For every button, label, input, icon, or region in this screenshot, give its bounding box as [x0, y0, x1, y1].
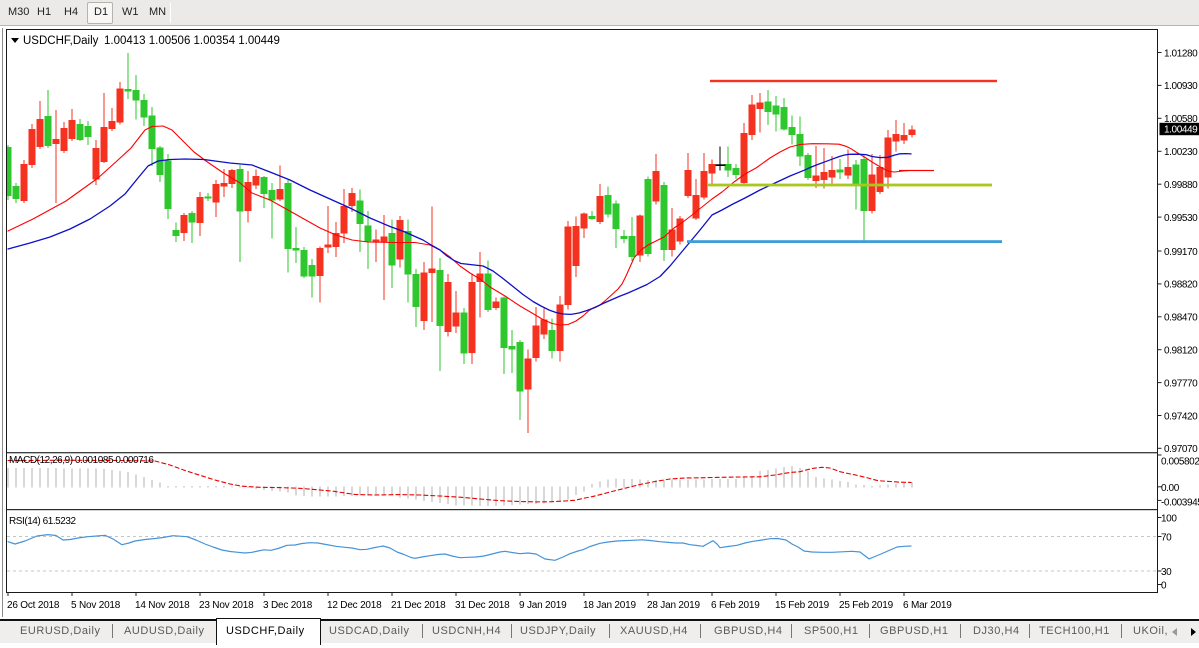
svg-text:0: 0: [1161, 580, 1167, 591]
svg-text:1.00413 1.00506 1.00354 1.0044: 1.00413 1.00506 1.00354 1.00449: [104, 35, 280, 47]
svg-text:1.00230: 1.00230: [1164, 147, 1198, 158]
svg-text:0.98470: 0.98470: [1164, 313, 1198, 324]
svg-text:0.00: 0.00: [1161, 483, 1180, 494]
svg-text:RSI(14) 61.5232: RSI(14) 61.5232: [9, 516, 77, 527]
svg-text:-0.003945: -0.003945: [1161, 497, 1199, 508]
svg-text:15 Feb 2019: 15 Feb 2019: [775, 600, 830, 611]
svg-text:6 Feb 2019: 6 Feb 2019: [711, 600, 760, 611]
svg-text:1.00930: 1.00930: [1164, 81, 1198, 92]
svg-text:0.99530: 0.99530: [1164, 213, 1198, 224]
svg-text:28 Jan 2019: 28 Jan 2019: [647, 600, 700, 611]
svg-text:0.99880: 0.99880: [1164, 180, 1198, 191]
svg-text:21 Dec 2018: 21 Dec 2018: [391, 600, 446, 611]
svg-text:3 Dec 2018: 3 Dec 2018: [263, 600, 313, 611]
svg-text:9 Jan 2019: 9 Jan 2019: [519, 600, 567, 611]
svg-text:0.005802: 0.005802: [1161, 456, 1199, 467]
svg-text:14 Nov 2018: 14 Nov 2018: [135, 600, 190, 611]
svg-text:MACD(12,26,9) 0.001085 0.00071: MACD(12,26,9) 0.001085 0.000716: [9, 455, 154, 466]
svg-text:0.98820: 0.98820: [1164, 280, 1198, 291]
svg-text:0.98120: 0.98120: [1164, 346, 1198, 357]
svg-text:18 Jan 2019: 18 Jan 2019: [583, 600, 636, 611]
svg-text:0.99170: 0.99170: [1164, 247, 1198, 258]
svg-text:1.01280: 1.01280: [1164, 48, 1198, 59]
svg-text:100: 100: [1161, 513, 1177, 524]
svg-text:0.97070: 0.97070: [1164, 444, 1198, 455]
svg-text:23 Nov 2018: 23 Nov 2018: [199, 600, 254, 611]
svg-text:1.00449: 1.00449: [1164, 124, 1198, 135]
svg-text:31 Dec 2018: 31 Dec 2018: [455, 600, 510, 611]
svg-text:0.97770: 0.97770: [1164, 378, 1198, 389]
svg-text:30: 30: [1161, 567, 1172, 578]
svg-text:6 Mar 2019: 6 Mar 2019: [903, 600, 952, 611]
svg-text:25 Feb 2019: 25 Feb 2019: [839, 600, 894, 611]
svg-text:5 Nov 2018: 5 Nov 2018: [71, 600, 121, 611]
svg-text:70: 70: [1161, 532, 1172, 543]
svg-text:0.97420: 0.97420: [1164, 411, 1198, 422]
svg-text:26 Oct 2018: 26 Oct 2018: [7, 600, 60, 611]
svg-text:USDCHF,Daily: USDCHF,Daily: [23, 35, 99, 47]
svg-text:12 Dec 2018: 12 Dec 2018: [327, 600, 382, 611]
